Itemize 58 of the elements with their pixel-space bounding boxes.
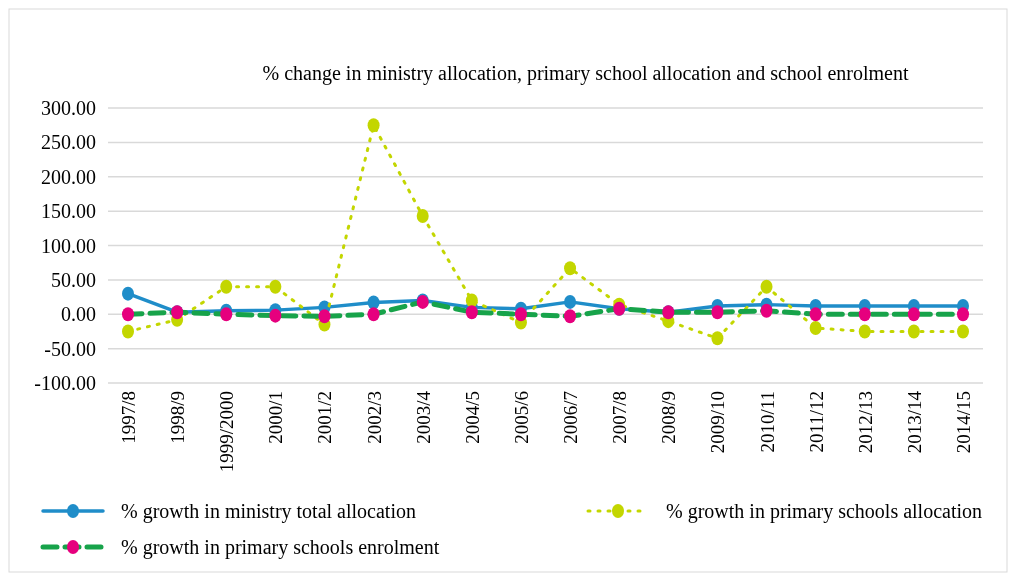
point [907, 324, 920, 339]
legend-label: % growth in primary schools enrolment [121, 536, 440, 559]
x-tick-label: 2011/12 [805, 391, 827, 453]
y-tick-label: -50.00 [44, 337, 96, 360]
x-tick-label: 2004/5 [461, 391, 483, 444]
x-tick-label: 2006/7 [560, 391, 582, 444]
x-tick-label: 2008/9 [658, 391, 680, 444]
point [269, 279, 282, 294]
point [760, 303, 773, 318]
point [564, 261, 577, 276]
point [564, 294, 577, 309]
y-tick-label: 0.00 [61, 303, 96, 326]
point [858, 307, 871, 322]
point [564, 309, 577, 324]
x-tick-label: 2005/6 [510, 391, 532, 444]
legend-label: % growth in primary schools allocation [666, 500, 983, 523]
chart-title: % change in ministry allocation, primary school allocation and school enrolment [262, 62, 909, 85]
x-tick-label: 2009/10 [707, 391, 729, 454]
y-tick-label: 50.00 [51, 268, 96, 291]
x-tick-label: 2012/13 [854, 391, 876, 454]
point [318, 309, 331, 324]
point [711, 305, 724, 320]
point [711, 331, 724, 346]
point [760, 279, 773, 294]
point [122, 307, 134, 322]
x-tick-label: 2003/4 [412, 390, 434, 444]
point [809, 321, 822, 335]
x-tick-label: 2000/1 [265, 391, 287, 444]
x-tick-label: 2001/2 [314, 391, 336, 444]
y-tick-label: -100.00 [34, 372, 96, 394]
point [122, 286, 134, 301]
point [367, 307, 380, 322]
x-tick-label: 1999/2000 [216, 391, 238, 473]
point [416, 208, 429, 223]
legend-label: % growth in ministry total allocation [121, 500, 416, 523]
x-tick-label: 2013/14 [903, 390, 925, 454]
x-tick-label: 2007/8 [609, 391, 631, 444]
point [957, 324, 969, 339]
x-tick-label: 2002/3 [363, 391, 385, 444]
point [367, 118, 380, 133]
y-tick-label: 300.00 [41, 97, 96, 119]
y-tick-label: 100.00 [41, 234, 96, 257]
y-tick-label: 200.00 [41, 165, 96, 188]
y-tick-label: 150.00 [41, 200, 96, 223]
point [220, 307, 233, 322]
x-tick-label: 2010/11 [756, 391, 778, 453]
x-tick-label: 2014/15 [953, 391, 974, 454]
point [907, 307, 920, 322]
x-tick-label: 1997/8 [118, 391, 139, 444]
point [858, 324, 871, 339]
point [809, 307, 822, 322]
point [514, 307, 527, 322]
y-tick-label: 250.00 [41, 131, 96, 154]
point [269, 308, 282, 323]
point [957, 307, 969, 322]
point [122, 324, 134, 339]
point [220, 279, 233, 294]
x-tick-label: 1998/9 [167, 391, 189, 444]
